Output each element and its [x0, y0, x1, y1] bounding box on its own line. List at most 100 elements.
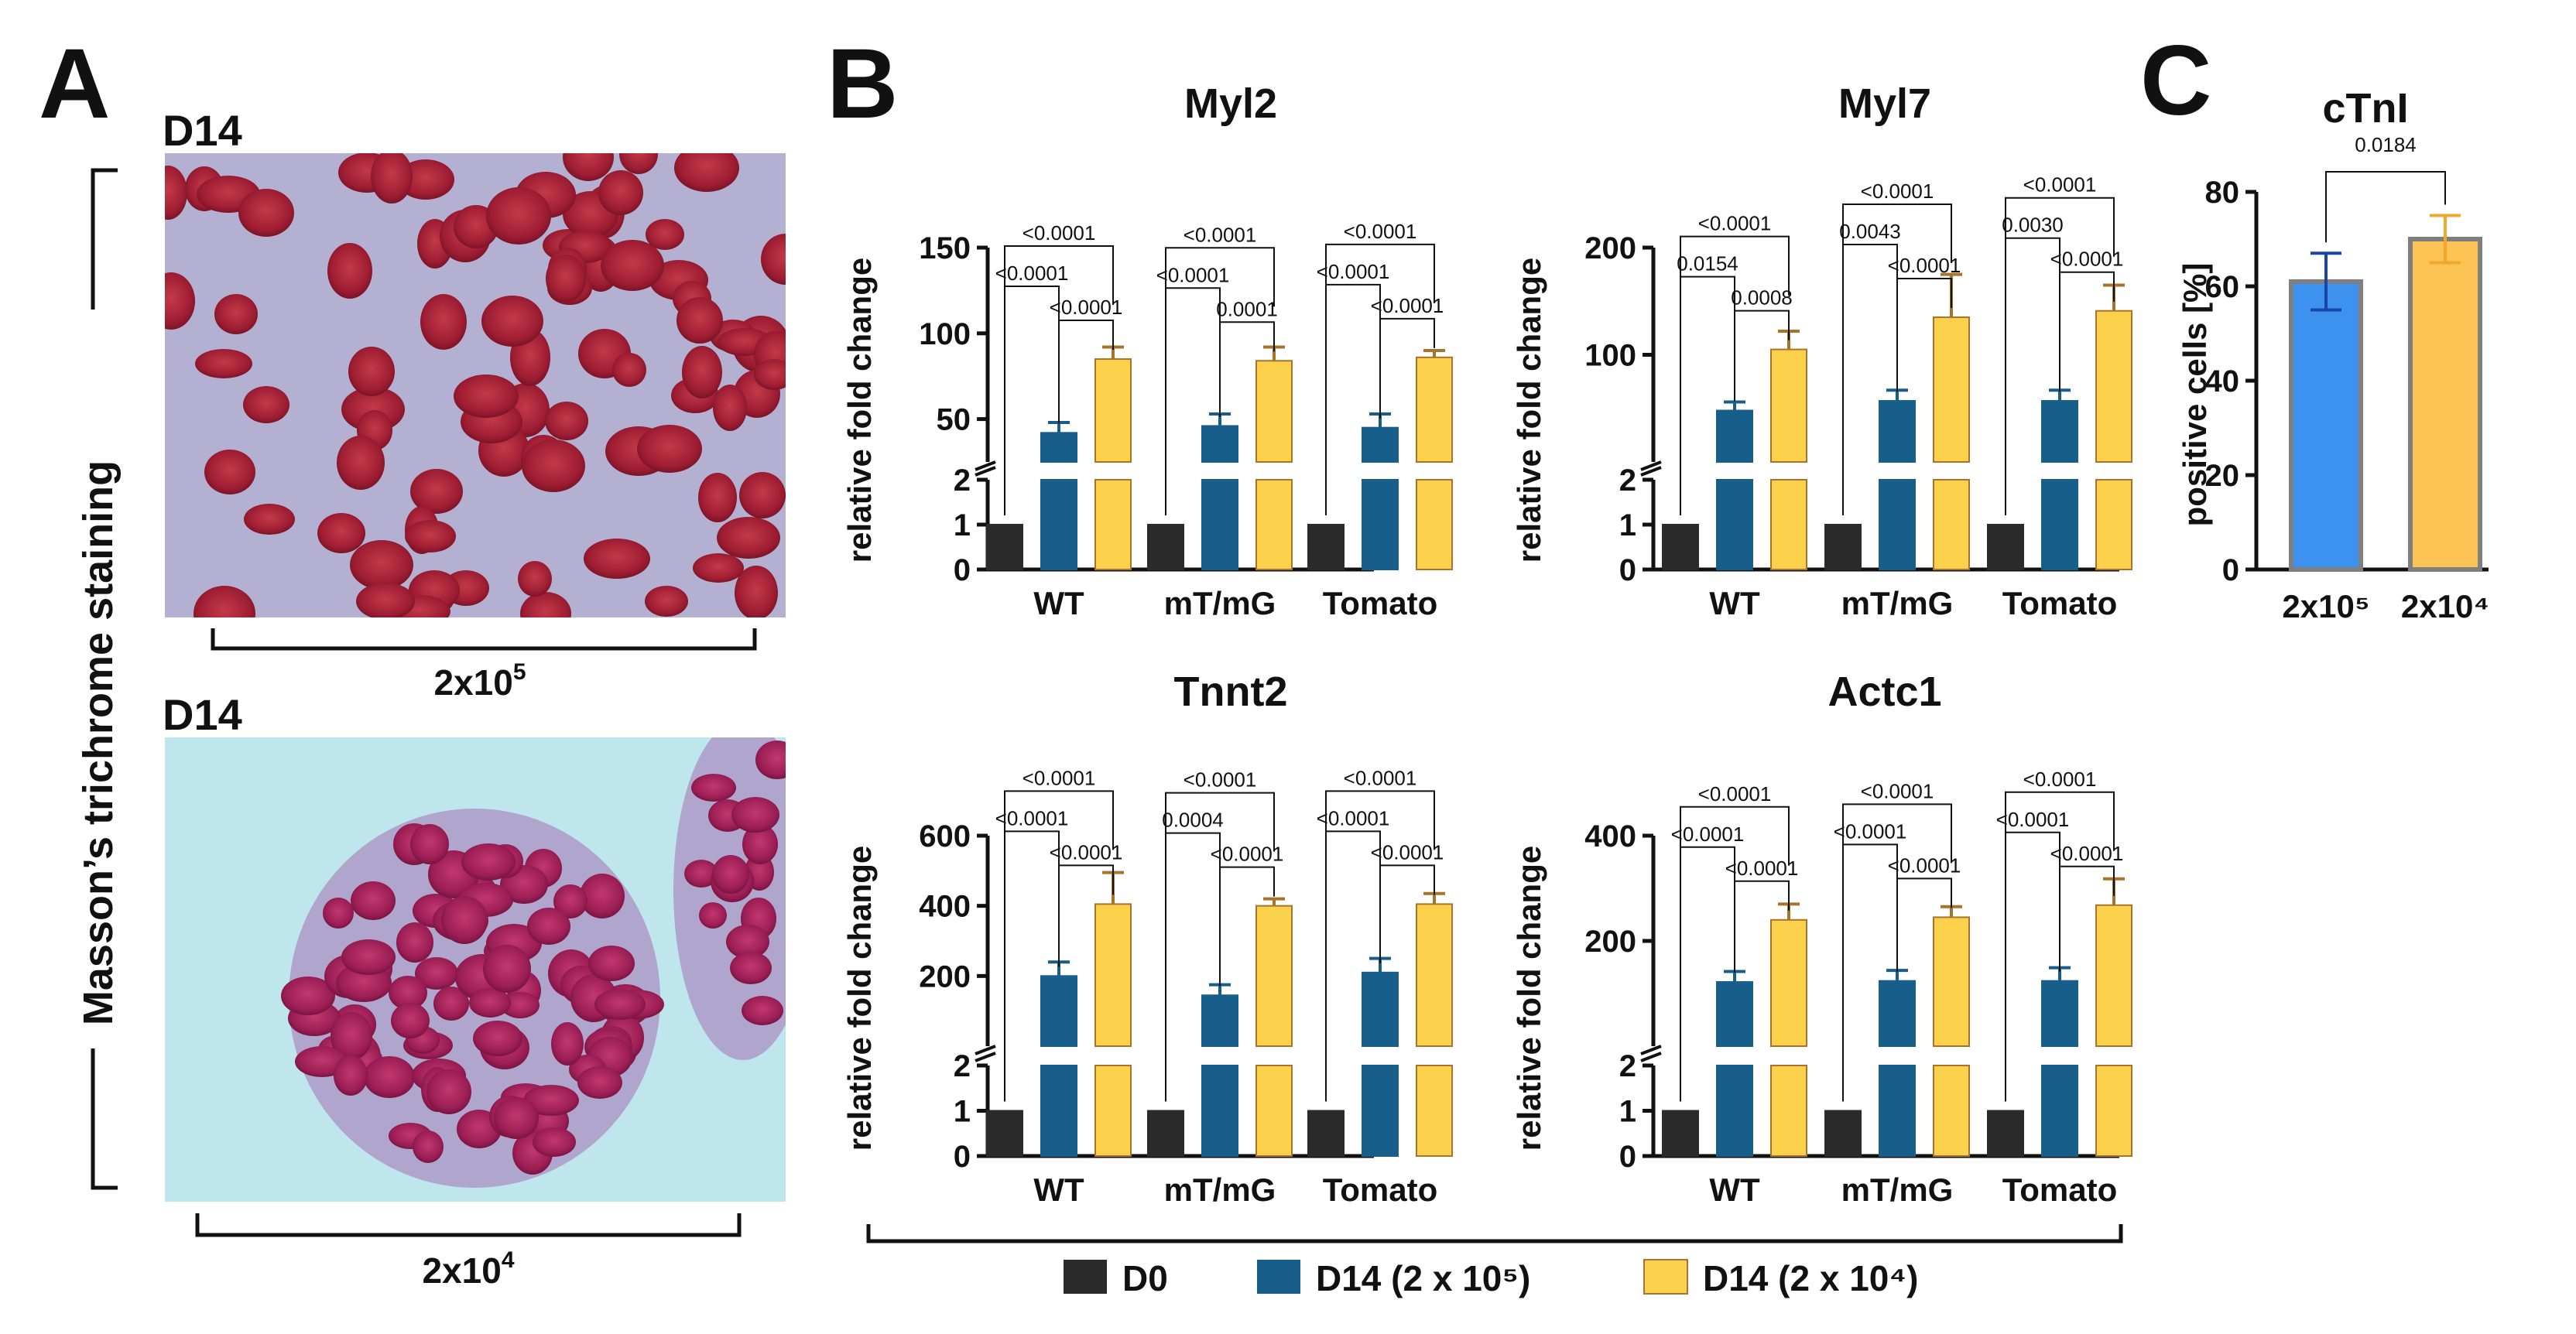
bar-mT-mG-s1-lower [1879, 1065, 1916, 1157]
chart-title: Myl2 [1184, 80, 1277, 127]
chart-title: cTnI [2322, 85, 2408, 132]
bar-WT-s0 [986, 524, 1023, 570]
legend: D0 D14 (2 x 10⁵) D14 (2 x 10⁴) [1064, 1258, 1918, 1298]
p-value-label: <0.0001 [1834, 819, 1907, 843]
x-tick-label: mT/mG [1164, 585, 1276, 621]
p-value-label: <0.0001 [1888, 853, 1961, 877]
legend-label-d14-2x10-4: D14 (2 x 10⁴) [1703, 1258, 1918, 1298]
y-tick-label: 40 [2205, 364, 2240, 398]
bar-WT-s1-lower [1040, 479, 1077, 570]
bar-mT-mG-s0 [1147, 524, 1184, 570]
y-tick-label: 200 [1584, 231, 1636, 265]
bar-mT-mG-s2 [1255, 360, 1293, 463]
x-tick-label: Tomato [1323, 585, 1438, 621]
tissue-cell [461, 843, 516, 881]
tissue-cell [691, 774, 736, 802]
y-tick-label: 1 [1619, 1095, 1636, 1129]
micrograph-2x10-5 [165, 153, 786, 617]
tissue-cell [204, 450, 255, 494]
bar-WT-s2 [1770, 348, 1807, 463]
x-tick-label: Tomato [1323, 1172, 1438, 1208]
tissue-cell [415, 957, 458, 990]
x-tick-label: mT/mG [1841, 585, 1954, 621]
bar-mT-mG-s2-lower [1933, 1065, 1970, 1157]
chart-myl7: Myl7 relative fold change 0 1 2 100 200 WT 0.000… [1511, 80, 2132, 621]
significance-bracket [1325, 830, 1381, 1102]
tissue-cell [677, 297, 723, 344]
bar-WT-s2 [1770, 918, 1807, 1048]
bar-WT-s0 [1662, 1110, 1699, 1157]
bar-mT-mG-s2-lower [1255, 1065, 1293, 1157]
bar-mT-mG-s1 [1879, 400, 1916, 463]
tissue-cell [473, 1021, 522, 1056]
p-value-label: <0.0001 [1344, 766, 1417, 789]
tissue-cell [243, 386, 289, 423]
bar-Tomato-s1-lower [2041, 479, 2078, 570]
tissue-cell [612, 353, 646, 387]
y-axis-label: relative fold change [841, 258, 878, 563]
p-value-label: <0.0001 [1698, 212, 1772, 235]
p-value-label: <0.0001 [1698, 782, 1772, 806]
p-value-label: <0.0001 [1671, 823, 1745, 846]
bar-Tomato-s1-lower [1362, 479, 1399, 570]
p-value-label: <0.0001 [1344, 220, 1417, 243]
image-2-day-label: D14 [163, 690, 242, 739]
tissue-cell [520, 592, 571, 617]
y-tick-label: 2 [954, 463, 971, 498]
tissue-cell [588, 946, 635, 981]
tissue-cell [410, 824, 449, 864]
y-tick-label: 1 [954, 1095, 971, 1129]
p-value-label: 0.0004 [1162, 809, 1224, 832]
tissue-cell [396, 922, 433, 963]
tissue-cell [433, 987, 469, 1021]
bar-mT-mG-s0 [1147, 1110, 1184, 1157]
y-tick-label: 60 [2205, 270, 2240, 304]
significance-bracket [1680, 846, 1735, 1102]
bar-mT-mG-s0 [1824, 1110, 1862, 1157]
p-value-label: <0.0001 [1888, 254, 1961, 277]
bar-WT-s1 [1040, 432, 1077, 463]
p-value-label: <0.0001 [2023, 768, 2097, 791]
p-value-label: 0.0184 [2355, 133, 2417, 156]
significance-bracket [1004, 245, 1114, 515]
p-value-label: <0.0001 [1050, 296, 1123, 319]
tissue-cell [494, 1097, 539, 1139]
significance-bracket [1842, 843, 1898, 1102]
tissue-cell [742, 824, 778, 864]
tissue-cell [735, 566, 778, 617]
y-tick-label: 150 [919, 231, 971, 265]
significance-bracket [1325, 790, 1435, 1102]
bar-2x10-4 [2408, 237, 2482, 572]
bar-mT-mG-s2 [1933, 316, 1970, 463]
significance-bracket [1842, 803, 1952, 1102]
p-value-label: 0.0030 [2002, 214, 2064, 237]
bar-Tomato-s1-lower [1362, 1065, 1399, 1157]
bar-WT-s1 [1716, 409, 1753, 463]
scale-bracket-2 [195, 1213, 742, 1237]
y-tick-label: 0 [954, 553, 971, 587]
tissue-cell [712, 855, 749, 894]
y-tick-label: 0 [1619, 1140, 1636, 1174]
tissue-cell [389, 976, 427, 1010]
tissue-cell [674, 153, 739, 192]
tissue-cell [327, 243, 372, 299]
tissue-cell [761, 234, 786, 285]
tissue-cell [726, 925, 769, 959]
tissue-cell [754, 359, 786, 390]
p-value-label: <0.0001 [2023, 173, 2097, 197]
y-tick-label: 100 [1584, 339, 1636, 373]
chart-title: Actc1 [1828, 669, 1941, 715]
axis-break-mark [975, 460, 996, 471]
x-tick-label: mT/mG [1841, 1172, 1954, 1208]
tissue-cell [584, 539, 650, 579]
tissue-cell [350, 540, 413, 590]
y-tick-label: 0 [1619, 553, 1636, 587]
p-value-label: <0.0001 [1023, 766, 1096, 789]
tissue-cell [717, 517, 780, 559]
tissue-cell [684, 860, 718, 888]
bar-Tomato-s2-lower [2095, 479, 2132, 570]
bar-Tomato-s1 [2041, 980, 2078, 1048]
p-value-label: <0.0001 [1861, 180, 1934, 203]
p-value-label: <0.0001 [995, 806, 1069, 829]
